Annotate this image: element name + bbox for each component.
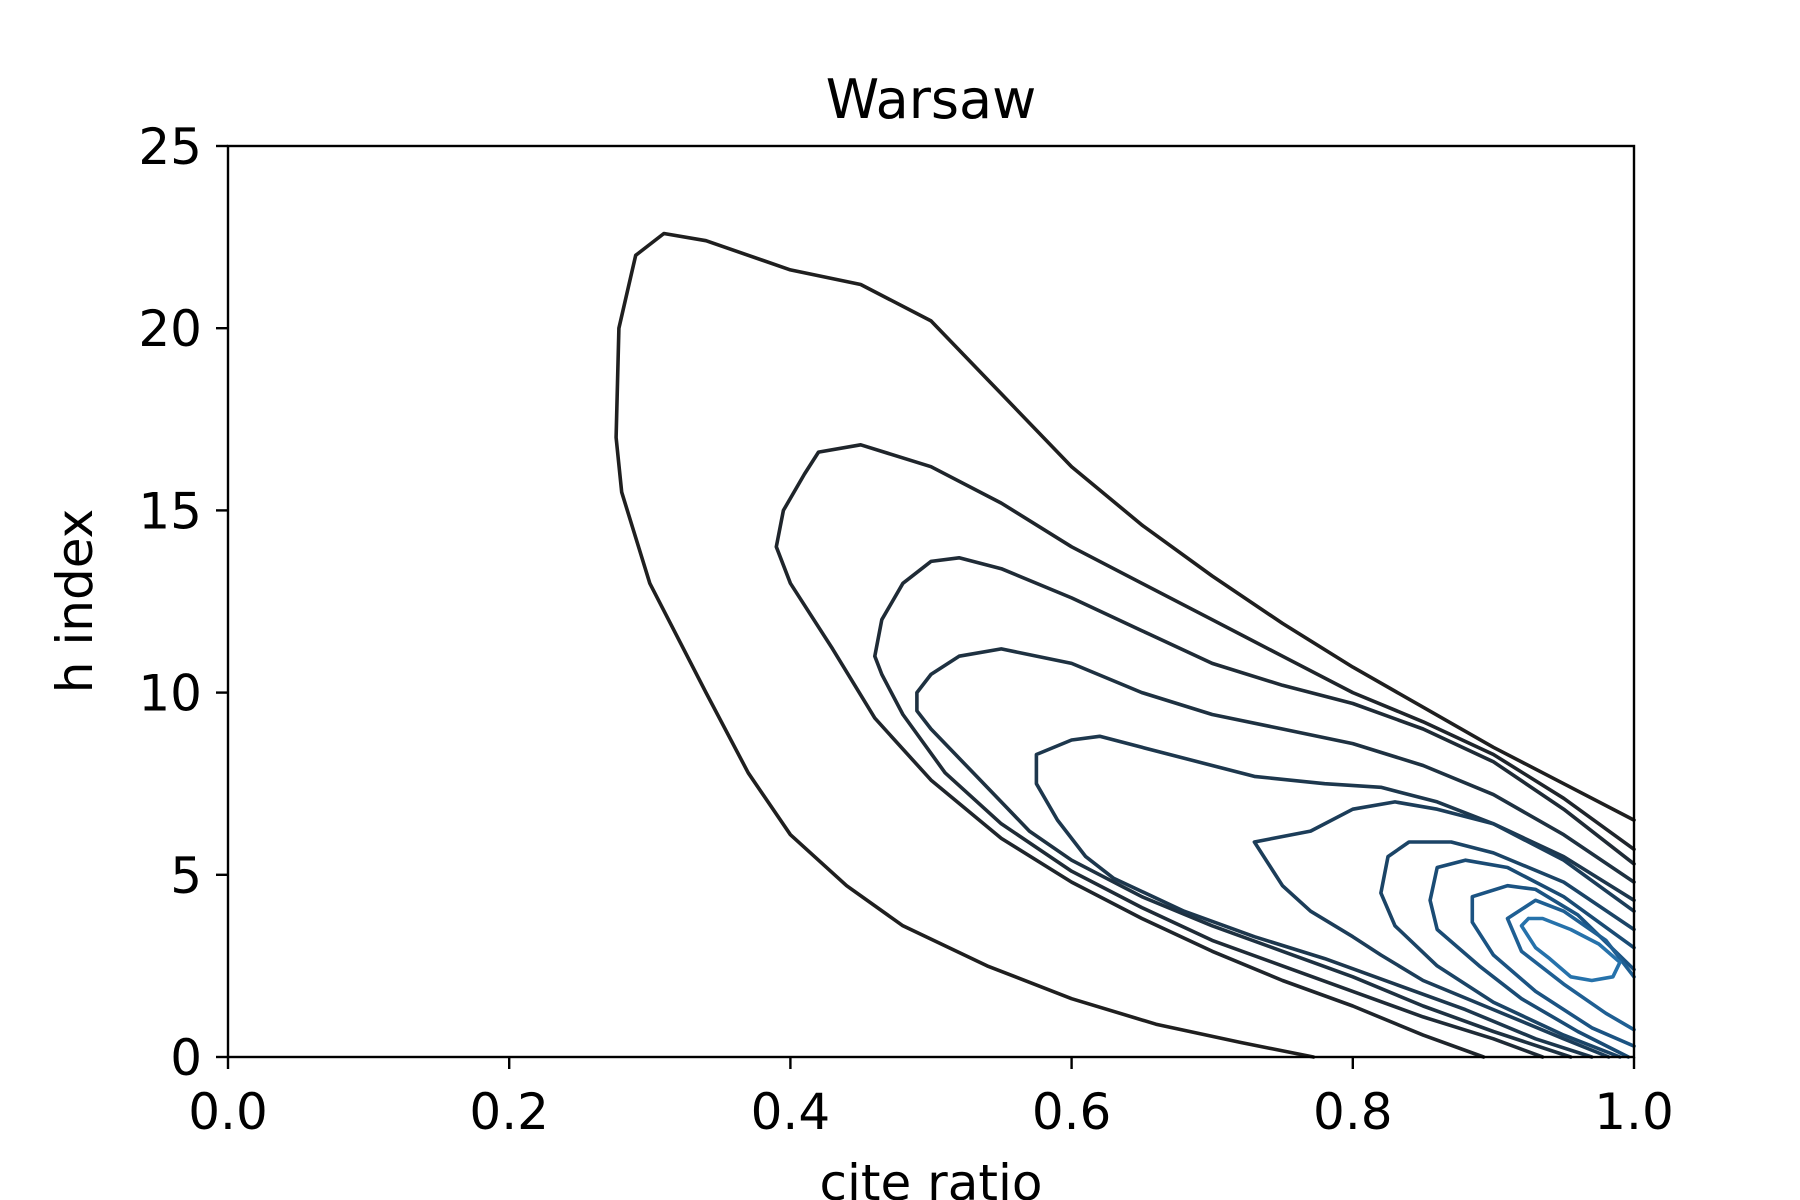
x-tick-label: 0.0 bbox=[188, 1083, 268, 1141]
y-tick-label: 20 bbox=[138, 300, 202, 358]
contour-level-10 bbox=[1505, 898, 1636, 1032]
contour-level-6 bbox=[1252, 800, 1636, 1059]
x-tick-label: 0.8 bbox=[1313, 1083, 1393, 1141]
y-tick-label: 15 bbox=[138, 482, 202, 540]
y-axis: 0 5 10 15 20 25 bbox=[138, 118, 228, 1087]
plot-frame bbox=[226, 144, 1636, 1059]
y-tick-label: 0 bbox=[170, 1029, 202, 1087]
x-axis: 0.0 0.2 0.4 0.6 0.8 1.0 bbox=[188, 1057, 1674, 1141]
y-tick-label: 10 bbox=[138, 665, 202, 723]
y-axis-label: h index bbox=[46, 509, 104, 693]
contour-level-8 bbox=[1428, 858, 1636, 1059]
y-tick-label: 5 bbox=[170, 847, 202, 905]
x-tick-label: 0.4 bbox=[751, 1083, 831, 1141]
contour-level-7 bbox=[1379, 840, 1636, 1059]
contour-level-9 bbox=[1470, 883, 1636, 1048]
chart-title: Warsaw bbox=[826, 68, 1037, 131]
contour-lines bbox=[614, 231, 1636, 1059]
contour-level-5 bbox=[1034, 734, 1636, 1059]
contour-level-1 bbox=[614, 231, 1636, 1059]
contour-level-4 bbox=[915, 647, 1636, 1059]
x-axis-label: cite ratio bbox=[820, 1154, 1043, 1200]
contour-level-11 bbox=[1519, 916, 1622, 983]
x-tick-label: 1.0 bbox=[1594, 1083, 1674, 1141]
y-tick-label: 25 bbox=[138, 118, 202, 176]
x-tick-label: 0.2 bbox=[469, 1083, 549, 1141]
contour-level-3 bbox=[872, 555, 1636, 1059]
contour-level-2 bbox=[774, 442, 1636, 1059]
x-tick-label: 0.6 bbox=[1032, 1083, 1112, 1141]
